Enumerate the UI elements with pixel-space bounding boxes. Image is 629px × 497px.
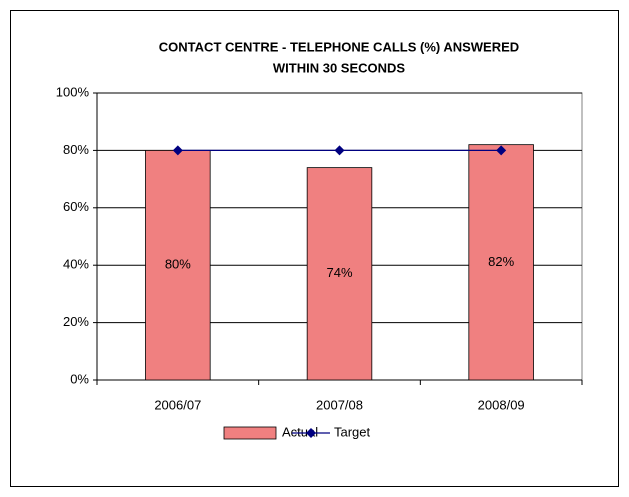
chart-title: WITHIN 30 SECONDS [273, 60, 406, 75]
data-label: 82% [488, 254, 514, 269]
y-tick-label: 20% [63, 314, 89, 329]
chart-title: CONTACT CENTRE - TELEPHONE CALLS (%) ANS… [159, 39, 519, 54]
marker [334, 145, 345, 156]
x-tick-label: 2008/09 [478, 397, 525, 412]
x-tick-label: 2007/08 [316, 397, 363, 412]
marker [172, 145, 183, 156]
legend-label: Target [334, 424, 371, 439]
y-tick-label: 0% [70, 371, 89, 386]
y-tick-label: 80% [63, 142, 89, 157]
bar [306, 167, 373, 381]
data-label: 74% [326, 265, 352, 280]
legend-swatch [223, 426, 277, 440]
bar [468, 144, 534, 381]
y-tick-label: 60% [63, 199, 89, 214]
y-tick-label: 40% [63, 257, 89, 272]
marker [496, 145, 507, 156]
data-label: 80% [165, 257, 191, 272]
legend-marker [306, 428, 316, 438]
x-tick-label: 2006/07 [154, 397, 201, 412]
y-tick-label: 100% [56, 84, 90, 99]
